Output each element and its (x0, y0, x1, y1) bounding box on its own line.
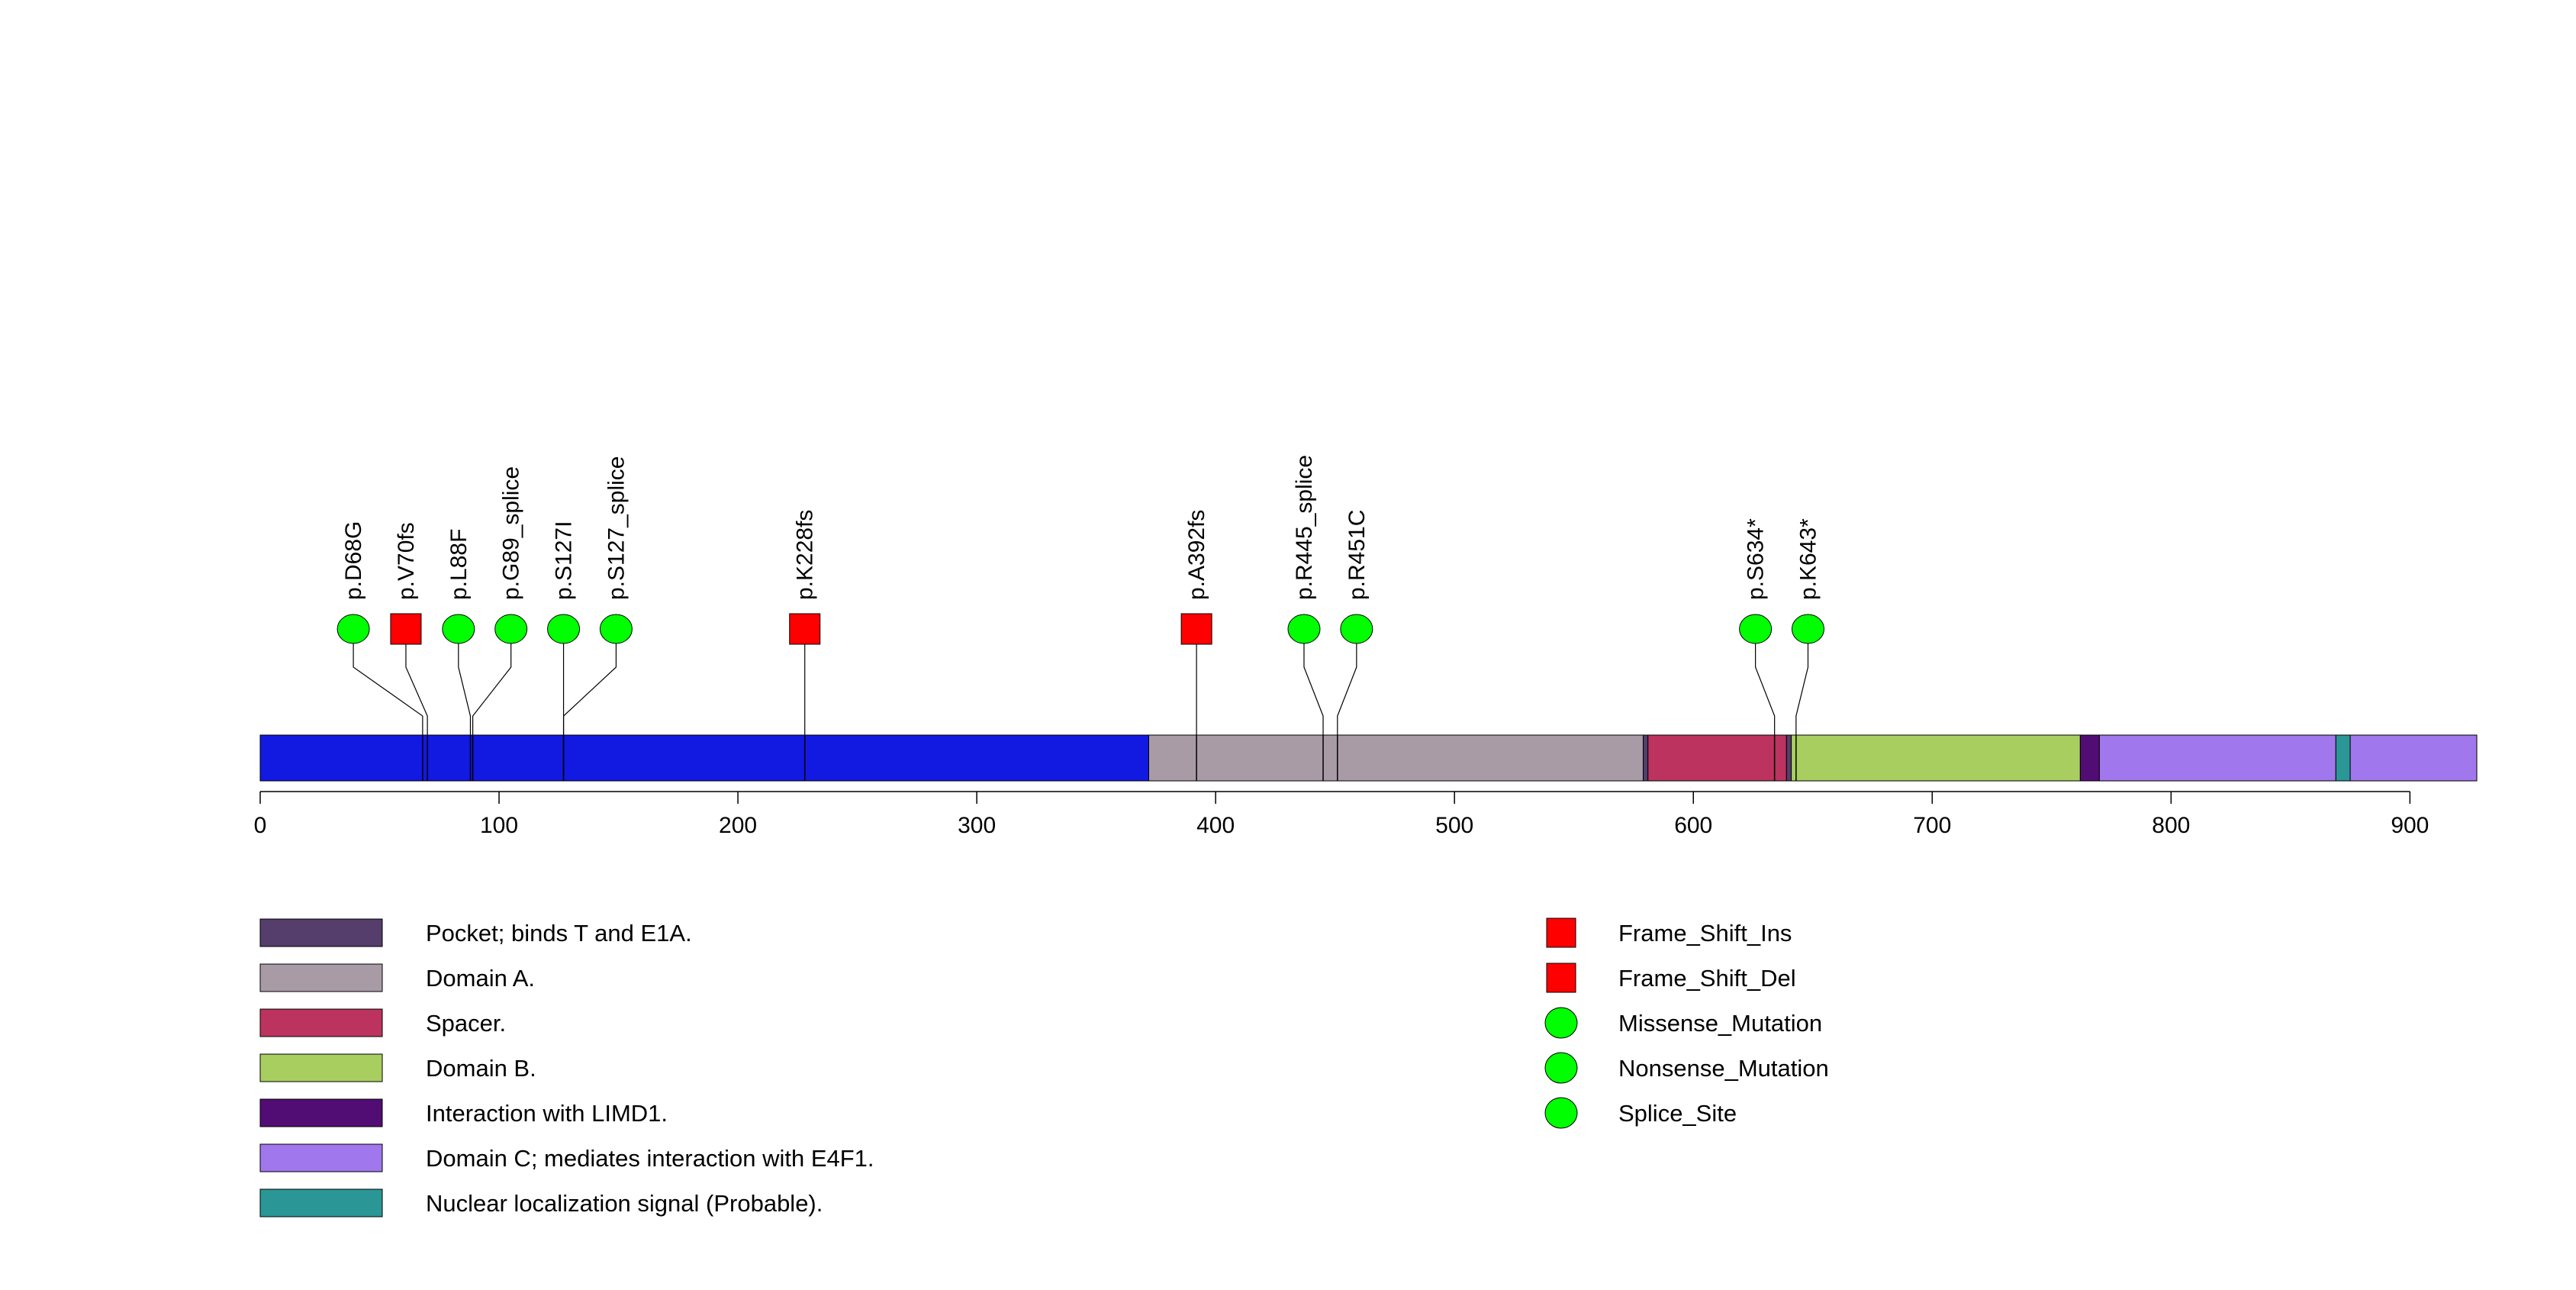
mutation-legend-label: Missense_Mutation (1618, 1010, 1822, 1037)
x-axis-tick-label: 800 (2152, 813, 2190, 838)
domain-legend-label: Domain C; mediates interaction with E4F1… (426, 1145, 874, 1172)
domain-legend-swatch (259, 1098, 383, 1127)
protein-backbone (259, 734, 2478, 782)
x-axis-tick-label: 700 (1913, 813, 1951, 838)
x-axis-tick-label: 900 (2391, 813, 2429, 838)
mutation-stem (472, 629, 512, 735)
domain-segment (2349, 734, 2478, 782)
mutation-legend-label: Frame_Shift_Del (1618, 965, 1796, 992)
mutation-marker (1739, 614, 1773, 644)
mutation-label: p.D68G (341, 521, 366, 600)
x-axis-tick-label: 100 (480, 813, 518, 838)
domain-legend-swatch (259, 963, 383, 992)
domain-legend-swatch (259, 1053, 383, 1082)
domain-segment (1148, 734, 1644, 782)
mutation-label: p.S634* (1744, 518, 1769, 600)
mutation-marker (494, 614, 528, 644)
domain-legend-label: Spacer. (426, 1010, 506, 1037)
mutation-legend-label: Frame_Shift_Ins (1618, 920, 1792, 947)
domain-segment (1791, 734, 2081, 782)
mutation-label: p.A392fs (1184, 510, 1209, 600)
domain-legend-swatch (259, 1008, 383, 1037)
domain-segment (1785, 734, 1792, 782)
mutation-marker (547, 614, 581, 644)
mutation-label: p.S127I (552, 521, 577, 600)
mutation-marker (1287, 614, 1321, 644)
domain-legend-swatch (259, 1143, 383, 1172)
mutation-markers: p.D68G p.V70fs p.L88F p.G89_splice p.S127I p.… (336, 455, 1824, 645)
mutation-marker (599, 614, 633, 644)
mutation-label: p.R445_splice (1292, 455, 1317, 600)
domain-legend-label: Pocket; binds T and E1A. (426, 920, 692, 947)
domain-segment (2098, 734, 2336, 782)
mutation-label: p.V70fs (394, 522, 419, 600)
mutation-stems (353, 629, 1809, 735)
domain-legend-label: Nuclear localization signal (Probable). (426, 1190, 823, 1217)
mutation-legend-circle (1544, 1097, 1578, 1129)
mutation-label: p.G89_splice (499, 466, 524, 600)
frameshift-marker (789, 613, 821, 645)
x-axis-tick-label: 600 (1674, 813, 1712, 838)
mutation-type-legend: Frame_Shift_Ins Frame_Shift_Del Missense_M… (1544, 918, 1829, 1129)
domain-legend-label: Domain B. (426, 1055, 536, 1082)
mutation-stem (562, 629, 617, 735)
mutation-stem (1755, 629, 1776, 735)
domain-legend: Pocket; binds T and E1A. Domain A. Spacer.… (259, 918, 874, 1217)
x-axis-tick-label: 0 (254, 813, 267, 838)
domain-legend-swatch (259, 1188, 383, 1217)
mutation-label: p.L88F (446, 529, 472, 600)
x-axis-tick-label: 300 (958, 813, 996, 838)
mutation-label: p.S127_splice (604, 456, 629, 600)
mutation-legend-circle (1544, 1007, 1578, 1039)
mutation-stem (458, 629, 472, 735)
x-axis: 0 100 200 300 400 500 600 700 800 900 (254, 791, 2429, 838)
domain-segment (2079, 734, 2100, 782)
frameshift-marker (390, 613, 422, 645)
mutation-marker (336, 614, 370, 644)
mutation-stem (1303, 629, 1324, 735)
domain-segment (1647, 734, 1787, 782)
domain-segment (2335, 734, 2351, 782)
mutation-marker (1340, 614, 1373, 644)
mutation-marker (442, 614, 475, 644)
frameshift-marker (1180, 613, 1212, 645)
mutation-legend-label: Nonsense_Mutation (1618, 1055, 1829, 1082)
mutation-legend-circle (1544, 1052, 1578, 1084)
mutation-legend-label: Splice_Site (1618, 1100, 1737, 1127)
mutation-marker (1791, 614, 1824, 644)
mutation-legend-square (1546, 963, 1576, 993)
mutation-stem (353, 629, 423, 735)
mutation-stem (1337, 629, 1357, 735)
mutation-legend-square (1546, 918, 1576, 948)
mutation-stem (1795, 629, 1809, 735)
domain-segment (1642, 734, 1649, 782)
domain-legend-label: Domain A. (426, 965, 535, 992)
x-axis-tick-label: 500 (1435, 813, 1473, 838)
mutation-label: p.K228fs (793, 510, 818, 600)
x-axis-tick-label: 400 (1196, 813, 1235, 838)
domain-legend-label: Interaction with LIMD1. (426, 1100, 668, 1127)
x-axis-tick-label: 200 (719, 813, 757, 838)
domain-legend-swatch (259, 918, 383, 947)
mutation-stem (405, 629, 428, 735)
mutation-label: p.K643* (1795, 518, 1821, 600)
mutation-label: p.R451C (1344, 510, 1370, 600)
